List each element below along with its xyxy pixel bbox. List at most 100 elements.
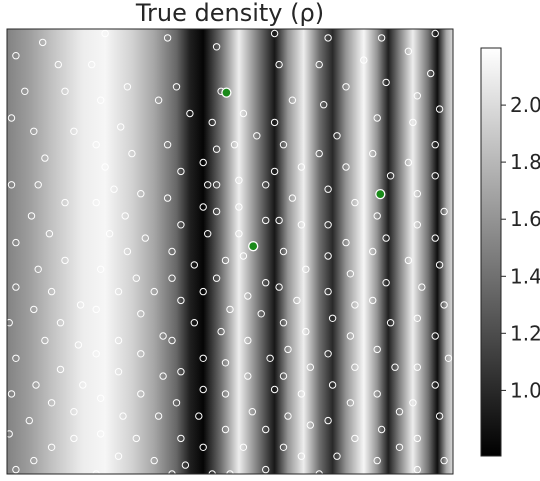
sample-point-22 [56,319,65,327]
sample-point-62 [137,350,145,358]
sample-point-46 [110,185,118,193]
sample-point-98 [195,412,203,420]
sample-point-108 [230,141,239,149]
sample-point-52 [123,247,132,256]
sample-point-87 [168,247,176,256]
sample-point-76 [172,83,181,91]
sample-point-95 [177,368,185,376]
colorbar-tick-label-3: 1.6 [510,207,540,231]
sample-point-55 [114,287,123,296]
sample-point-34 [7,430,13,438]
sample-point-192 [386,172,395,180]
sample-point-180 [351,363,359,371]
sample-point-220 [435,261,444,269]
colorbar-tick-label-5: 2.0 [510,93,540,117]
sample-point-111 [262,181,270,189]
sample-point-120 [212,274,221,282]
sample-point-38 [30,456,38,465]
sample-point-49 [121,212,129,220]
sample-point-156 [279,372,288,380]
sample-point-187 [377,34,386,42]
sample-point-53 [97,265,105,273]
sample-point-141 [270,118,279,127]
sample-point-221 [418,283,426,291]
sample-point-166 [333,132,341,140]
sample-point-80 [199,158,207,167]
sample-point-209 [413,92,421,100]
sample-point-194 [382,234,390,242]
sample-point-124 [257,310,265,318]
sample-point-118 [239,252,248,260]
sample-point-215 [413,190,421,198]
sample-point-36 [47,443,56,451]
sample-point-82 [204,181,212,189]
highlighted-point-2 [375,188,386,200]
sample-point-106 [239,109,248,118]
sample-point-173 [324,252,332,260]
sample-point-51 [141,234,150,242]
sample-point-101 [181,461,190,469]
sample-point-99 [177,434,185,443]
sample-point-161 [297,452,306,460]
sample-point-150 [275,283,283,291]
sample-point-66 [137,390,145,398]
sample-point-114 [212,207,221,216]
sample-point-165 [320,101,328,109]
sample-point-211 [409,118,417,127]
sample-point-44 [128,149,136,158]
sample-point-19 [47,287,56,296]
sample-point-16 [61,256,69,265]
sample-point-225 [444,354,453,362]
sample-point-125 [217,327,225,336]
sample-point-205 [373,456,381,465]
sample-point-67 [119,412,127,420]
sample-point-45 [101,163,109,171]
sample-point-159 [306,421,314,429]
sample-point-131 [221,390,230,398]
sample-point-61 [92,350,100,358]
sample-point-182 [346,399,355,407]
sample-point-119 [221,256,230,265]
sample-point-164 [342,83,350,91]
sample-point-122 [244,292,252,300]
sample-point-199 [373,345,381,354]
sample-point-149 [302,265,310,273]
sample-point-121 [262,279,270,287]
sample-point-70 [132,434,141,443]
sample-point-32 [70,408,78,416]
sample-point-202 [395,408,404,416]
highlighted-points [221,87,386,252]
sample-point-63 [114,368,123,376]
sample-point-43 [92,141,100,149]
sample-point-103 [212,43,221,51]
chart-title: True density (ρ) [135,0,324,27]
colorbar-gradient [480,47,502,457]
sample-point-14 [45,230,54,238]
sample-point-229 [435,412,444,420]
sample-point-148 [279,247,288,256]
sample-point-190 [373,114,381,122]
sample-point-48 [92,198,100,207]
sample-point-212 [431,141,439,149]
sample-point-152 [279,319,288,327]
sample-point-214 [431,172,439,180]
sample-point-123 [226,305,234,314]
sample-point-42 [117,123,125,131]
sample-point-189 [382,78,390,87]
sample-point-227 [431,381,439,389]
sample-point-94 [199,354,207,362]
sample-point-115 [262,216,270,225]
density-field [7,29,453,474]
sample-point-47 [137,190,145,198]
sample-point-136 [262,465,270,474]
sample-point-10 [34,181,42,189]
sample-point-217 [413,221,421,229]
sample-point-23 [7,319,13,327]
sample-point-24 [41,336,49,345]
sample-point-224 [431,332,439,340]
sample-point-172 [342,238,350,247]
sample-point-5 [21,87,29,96]
sample-point-223 [413,314,421,322]
sample-point-174 [346,270,355,278]
sample-point-11 [7,181,16,189]
